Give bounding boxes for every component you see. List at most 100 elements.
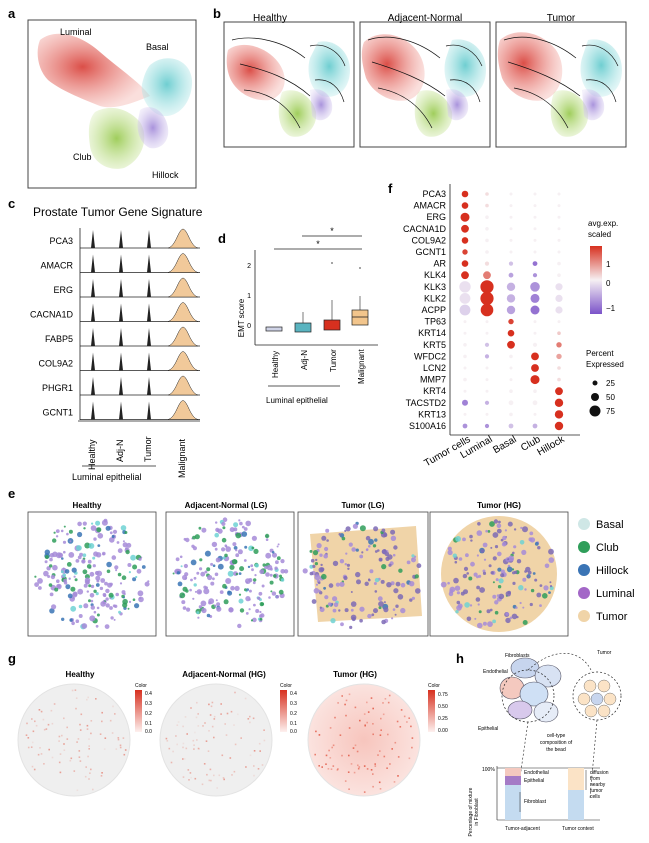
score-speck	[202, 725, 204, 727]
spot	[348, 542, 353, 547]
score-speck	[79, 729, 82, 731]
score-speck	[329, 757, 332, 759]
spot	[381, 549, 387, 555]
dot-cell	[463, 331, 467, 335]
dashed-connector	[527, 653, 593, 673]
dot-cell	[554, 421, 564, 431]
cell-label-endothelial: Endothelial	[483, 669, 508, 675]
spot	[49, 592, 54, 597]
score-speck	[88, 738, 90, 740]
spot	[239, 608, 245, 613]
spot	[507, 521, 513, 527]
score-speck	[211, 701, 214, 704]
score-speck	[31, 718, 33, 720]
spot	[283, 569, 289, 574]
score-speck	[95, 698, 97, 700]
spot	[97, 533, 104, 539]
dot-gene-label: COL9A2	[411, 235, 446, 245]
score-speck	[358, 766, 361, 768]
spot	[121, 575, 127, 580]
spot	[478, 610, 482, 614]
velocity-basal	[444, 39, 486, 97]
spot	[222, 556, 226, 560]
dot-gene-label: AR	[433, 259, 446, 269]
composition-label-3: the bead	[546, 747, 566, 753]
velocity-luminal	[361, 34, 425, 101]
spot	[266, 564, 273, 571]
spot	[355, 571, 361, 578]
spot	[243, 559, 247, 562]
h-bar-label-endothelial: Endothelial	[524, 770, 549, 776]
score-speck	[183, 758, 186, 760]
dot-cell	[533, 320, 537, 324]
score-speck	[314, 753, 316, 756]
spot	[222, 526, 226, 530]
dot-cell	[557, 192, 561, 196]
score-speck	[177, 721, 180, 723]
score-speck	[366, 701, 368, 704]
score-speck	[253, 765, 255, 767]
dot-cell	[557, 331, 561, 336]
dot-size-label-75: 75	[606, 407, 615, 416]
spot	[44, 560, 48, 564]
spot	[493, 519, 499, 524]
score-speck	[331, 746, 333, 749]
score-speck	[345, 714, 347, 717]
spot	[265, 538, 269, 541]
spot	[530, 588, 535, 593]
score-speck	[348, 754, 350, 757]
spot	[497, 585, 502, 589]
cluster-label-luminal: Luminal	[60, 27, 92, 37]
panel-d-label: d	[218, 231, 226, 246]
spot	[68, 529, 73, 534]
dot-cell	[484, 342, 490, 347]
score-speck	[411, 746, 413, 749]
emt-group-healthy: Healthy	[271, 351, 280, 378]
spot	[335, 582, 340, 587]
score-speck	[347, 771, 350, 773]
spot	[309, 549, 313, 553]
spot	[214, 604, 217, 607]
diffusion-text: diffusion	[590, 770, 609, 776]
score-speck	[63, 749, 66, 751]
spot	[70, 586, 76, 592]
spot	[235, 549, 238, 552]
ridge-density-malignant	[167, 326, 199, 347]
spot	[548, 591, 551, 594]
spot	[279, 574, 282, 578]
spot	[88, 584, 92, 588]
score-speck	[213, 774, 215, 777]
bar-tumor-adjacent-endothelial	[505, 768, 521, 776]
spot	[177, 581, 183, 587]
spot	[258, 591, 263, 596]
spot	[390, 535, 397, 541]
dot-color-legend-title-2: scaled	[588, 230, 611, 239]
score-speck	[40, 753, 43, 755]
dot-cell	[506, 282, 516, 291]
spot	[88, 543, 95, 549]
score-speck	[76, 789, 79, 792]
spot	[368, 538, 374, 545]
score-speck	[359, 719, 361, 722]
spot	[456, 600, 461, 605]
spot	[469, 534, 473, 539]
spot	[537, 546, 541, 550]
spot	[105, 588, 110, 594]
spot	[344, 563, 347, 566]
ridge-rows: PCA3 AMACR ERG CACNA1D FABP5 COL9A2 PHGR1 GCNT1	[30, 228, 200, 420]
spot	[395, 581, 401, 587]
spot	[84, 577, 91, 583]
score-speck	[50, 709, 53, 712]
dot-cell	[533, 215, 537, 219]
spot	[271, 551, 275, 554]
score-speck	[88, 778, 90, 780]
spot	[52, 564, 58, 571]
score-speck	[318, 765, 320, 767]
score-speck	[182, 746, 184, 749]
spot	[310, 558, 315, 563]
spot	[477, 522, 481, 526]
spot	[81, 559, 86, 564]
spot	[373, 582, 377, 585]
spot	[542, 593, 548, 599]
dot-cell	[532, 342, 538, 347]
